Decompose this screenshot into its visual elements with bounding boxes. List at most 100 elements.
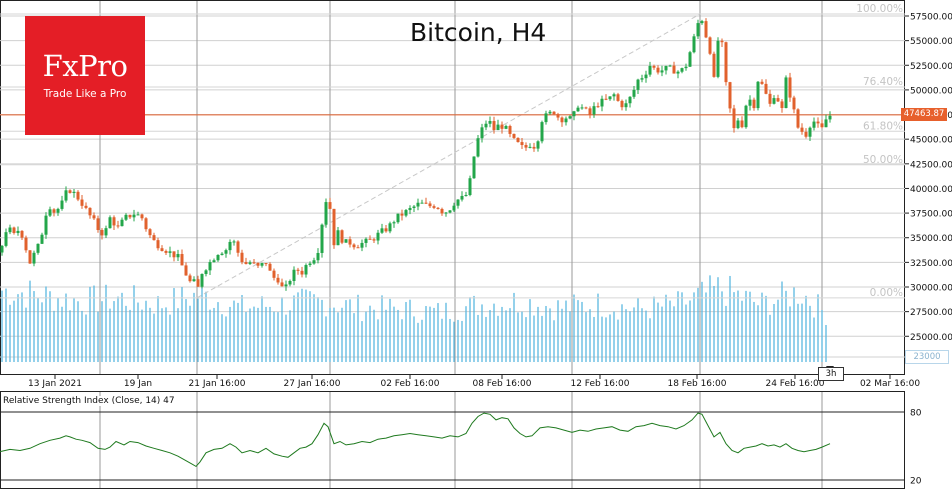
price-tick-label: 45000.00 (910, 136, 952, 146)
candle-down (160, 248, 164, 252)
time-tick-label: 27 Jan 16:00 (284, 379, 341, 389)
candle-up (460, 195, 464, 200)
price-tick-label: 55000.00 (910, 37, 952, 47)
price-tick-label: 52500.00 (910, 62, 952, 72)
candle-down (512, 133, 516, 138)
candle-down (732, 108, 736, 129)
candle-up (260, 263, 264, 266)
candle-up (380, 228, 384, 233)
candle-up (496, 124, 500, 131)
candle-up (772, 98, 776, 104)
candle-up (292, 269, 296, 281)
candle-up (548, 111, 552, 114)
candle-up (376, 232, 380, 241)
candle-down (76, 191, 80, 200)
candle-down (252, 262, 256, 264)
rsi-tick-label: 80 (910, 409, 922, 419)
candle-up (64, 190, 68, 201)
candle-down (280, 282, 284, 287)
candle-down (432, 206, 436, 208)
candle-up (208, 262, 212, 271)
candle-up (452, 205, 456, 211)
candle-down (20, 230, 24, 238)
candle-down (532, 146, 536, 149)
candle-up (232, 241, 236, 243)
candle-up (220, 253, 224, 255)
candle-up (48, 209, 52, 216)
candle-down (708, 37, 712, 54)
candle-up (504, 125, 508, 129)
candle-up (324, 202, 328, 225)
price-tick-label: 30000.00 (910, 284, 952, 294)
candle-up (684, 66, 688, 69)
candle-up (624, 103, 628, 108)
time-tick-label: 08 Feb 16:00 (472, 379, 531, 389)
candle-down (492, 121, 496, 131)
candle-up (700, 21, 704, 24)
candle-down (400, 213, 404, 216)
candle-up (204, 270, 208, 274)
candle-up (308, 263, 312, 266)
candle-up (364, 238, 368, 243)
price-tick-label: 50000.00 (910, 86, 952, 96)
candle-down (796, 109, 800, 128)
candle-up (136, 214, 140, 216)
candlesticks (0, 18, 832, 291)
candle-up (336, 230, 340, 246)
candle-up (544, 113, 548, 123)
candle-down (720, 40, 724, 43)
candle-up (388, 223, 392, 232)
time-tick-label: 02 Mar 16:00 (860, 379, 920, 389)
candle-up (572, 111, 576, 117)
candle-up (696, 23, 700, 37)
candle-down (152, 235, 156, 241)
candle-down (140, 214, 144, 219)
candle-down (816, 121, 820, 124)
candle-up (444, 212, 448, 214)
time-marker-label[interactable]: 3h (818, 367, 844, 381)
candle-down (552, 111, 556, 115)
candle-up (16, 230, 20, 233)
candle-down (604, 98, 608, 100)
candle-up (628, 96, 632, 104)
fib-level-label: 50.00% (863, 154, 903, 166)
candle-up (668, 65, 672, 67)
candle-up (592, 106, 596, 115)
candle-up (412, 206, 416, 208)
candle-down (80, 199, 84, 206)
candle-down (188, 275, 192, 282)
price-tick-label: 35000.00 (910, 234, 952, 244)
candle-up (316, 252, 320, 261)
candle-down (28, 250, 32, 264)
candle-up (748, 99, 752, 106)
candle-up (660, 70, 664, 73)
candle-up (688, 52, 692, 67)
candle-up (4, 232, 8, 246)
candle-down (804, 131, 808, 137)
candle-down (752, 99, 756, 109)
candle-up (212, 260, 216, 263)
candle-up (456, 199, 460, 206)
candle-down (520, 142, 524, 146)
candle-up (320, 224, 324, 253)
candle-down (800, 127, 804, 132)
candle-up (468, 178, 472, 196)
candle-up (420, 202, 424, 204)
candle-down (340, 230, 344, 243)
candle-up (540, 122, 544, 142)
candle-down (652, 65, 656, 68)
candle-down (84, 205, 88, 208)
price-tick-label: 32500.00 (910, 259, 952, 269)
candle-up (8, 227, 12, 233)
candle-up (564, 118, 568, 123)
time-tick-label: 02 Feb 16:00 (380, 379, 439, 389)
fib-level-label: 100.00% (856, 3, 903, 15)
brand-logo: FxPro Trade Like a Pro (25, 16, 145, 135)
fib-level-label: 76.40% (863, 76, 903, 88)
candle-down (372, 239, 376, 241)
candle-up (464, 195, 468, 197)
price-tick-label: 40000.00 (910, 185, 952, 195)
candle-up (0, 245, 4, 253)
candle-up (448, 210, 452, 213)
